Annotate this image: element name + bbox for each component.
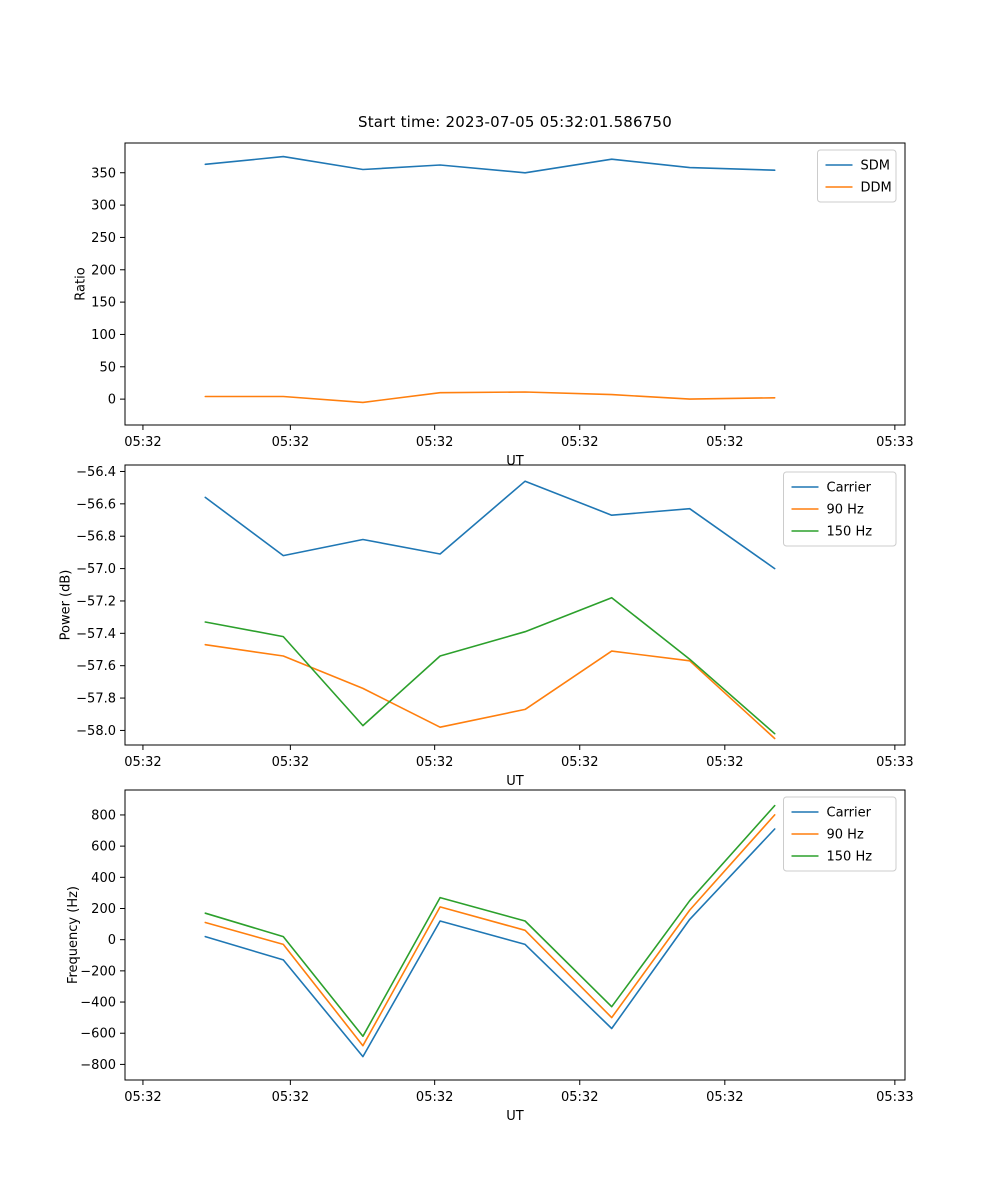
x-tick-label: 05:32 — [272, 755, 309, 770]
y-tick-label: −57.6 — [76, 659, 116, 674]
x-tick-label: 05:32 — [416, 435, 453, 450]
legend-label: 90 Hz — [827, 828, 864, 843]
series-line-carrier — [204, 828, 776, 1058]
y-tick-label: 0 — [108, 933, 116, 948]
y-axis-label: Frequency (Hz) — [66, 886, 81, 984]
x-tick-label: 05:32 — [561, 1090, 598, 1105]
y-tick-label: −57.8 — [76, 692, 116, 707]
legend-label: 150 Hz — [827, 525, 873, 540]
x-tick-label: 05:32 — [416, 755, 453, 770]
series-line-ddm — [204, 391, 776, 404]
y-tick-label: −57.4 — [76, 627, 116, 642]
y-tick-label: −600 — [80, 1027, 116, 1042]
x-tick-label: 05:32 — [561, 755, 598, 770]
legend-label: 90 Hz — [827, 503, 864, 518]
y-tick-label: 200 — [91, 902, 116, 917]
legend-box — [783, 471, 897, 547]
y-tick-label: −58.0 — [76, 724, 116, 739]
y-tick-label: 800 — [91, 808, 116, 823]
y-tick-label: 300 — [91, 199, 116, 214]
legend-label: DDM — [861, 181, 892, 196]
legend-box — [783, 796, 897, 872]
x-tick-label: 05:32 — [124, 1090, 161, 1105]
legend-label: SDM — [861, 159, 890, 174]
x-tick-label: 05:32 — [561, 435, 598, 450]
x-tick-label: 05:32 — [124, 435, 161, 450]
series-line-90-hz — [204, 814, 776, 1047]
y-tick-label: 250 — [91, 231, 116, 246]
y-tick-label: −57.2 — [76, 594, 116, 609]
x-tick-label: 05:32 — [706, 1090, 743, 1105]
legend-label: Carrier — [827, 806, 872, 821]
legend-box — [817, 149, 897, 203]
y-tick-label: 0 — [108, 393, 116, 408]
x-tick-label: 05:33 — [876, 755, 913, 770]
y-tick-label: 600 — [91, 840, 116, 855]
y-tick-label: −57.0 — [76, 562, 116, 577]
plot-border — [124, 789, 906, 1081]
x-tick-label: 05:32 — [272, 435, 309, 450]
series-line-sdm — [204, 155, 776, 174]
legend: Carrier 90 Hz 150 Hz — [783, 796, 897, 872]
y-tick-label: 200 — [91, 263, 116, 278]
series-line-90-hz — [204, 643, 776, 740]
x-axis-label: UT — [506, 774, 524, 789]
y-axis-label: Ratio — [74, 267, 89, 300]
y-tick-label: 400 — [91, 871, 116, 886]
power-plot: −58.0 −57.8 −57.6 −57.4 −57.2 −57.0 −56.8 −56.6… — [59, 464, 914, 789]
y-tick-label: −400 — [80, 996, 116, 1011]
figure-title: Start time: 2023-07-05 05:32:01.586750 — [357, 113, 673, 131]
x-axis-label: UT — [506, 1109, 524, 1124]
x-tick-label: 05:32 — [272, 1090, 309, 1105]
y-tick-label: −800 — [80, 1058, 116, 1073]
legend: Carrier 90 Hz 150 Hz — [783, 471, 897, 547]
x-tick-label: 05:32 — [124, 755, 161, 770]
y-tick-label: 100 — [91, 328, 116, 343]
y-tick-label: 150 — [91, 296, 116, 311]
plot-border — [124, 464, 906, 746]
y-axis-label: Power (dB) — [59, 570, 74, 641]
legend: SDM DDM — [817, 149, 897, 203]
y-tick-label: 350 — [91, 166, 116, 181]
ratio-plot: 0 50 100 150 200 250 300 350 05:32 05:32 05:32 05:3… — [74, 142, 914, 469]
y-tick-label: −56.4 — [76, 465, 116, 480]
plot-border — [124, 142, 906, 426]
x-tick-label: 05:33 — [876, 1090, 913, 1105]
series-line-150-hz — [204, 804, 776, 1038]
x-tick-label: 05:32 — [706, 435, 743, 450]
y-tick-label: −56.8 — [76, 530, 116, 545]
x-tick-label: 05:32 — [416, 1090, 453, 1105]
legend-label: 150 Hz — [827, 850, 873, 865]
x-tick-label: 05:32 — [706, 755, 743, 770]
series-line-150-hz — [204, 596, 776, 735]
y-tick-label: −200 — [80, 964, 116, 979]
y-tick-label: −56.6 — [76, 497, 116, 512]
frequency-plot: −800 −600 −400 −200 0 200 400 600 800 05:32 05:32 0… — [66, 789, 914, 1124]
legend-label: Carrier — [827, 481, 872, 496]
x-tick-label: 05:33 — [876, 435, 913, 450]
series-line-carrier — [204, 480, 776, 570]
x-axis-label: UT — [506, 454, 524, 469]
y-tick-label: 50 — [99, 360, 116, 375]
